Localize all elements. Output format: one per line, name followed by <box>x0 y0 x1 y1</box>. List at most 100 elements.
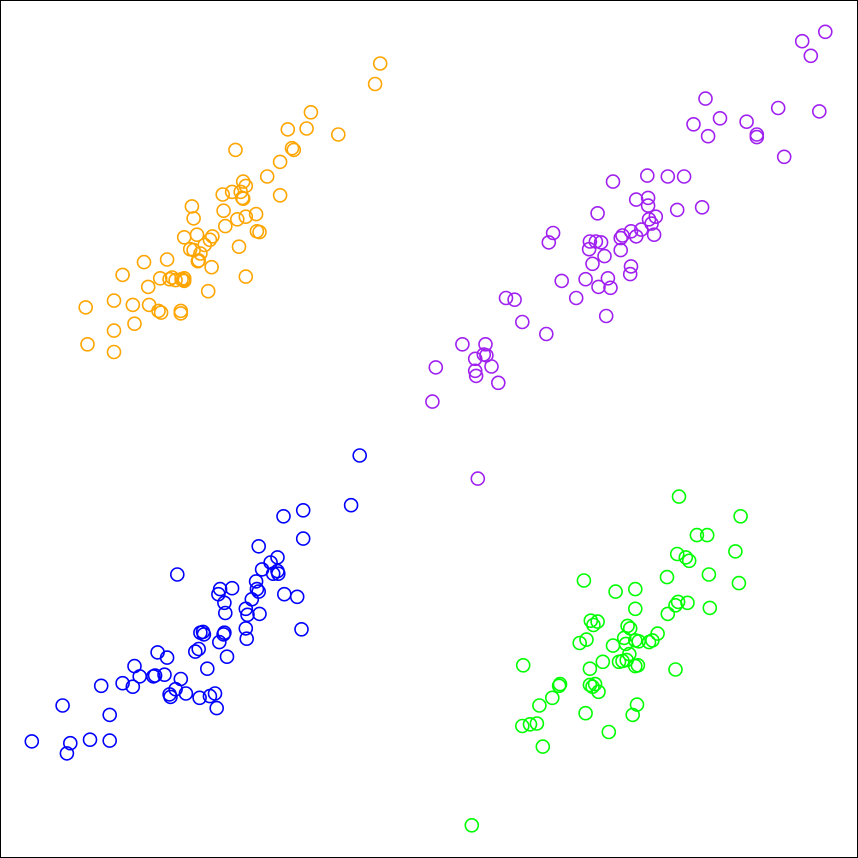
data-point <box>272 188 288 203</box>
data-point <box>660 169 676 184</box>
data-point <box>731 575 747 591</box>
data-point <box>157 667 172 683</box>
data-point <box>532 698 547 713</box>
data-point <box>289 589 305 605</box>
data-point <box>616 630 632 646</box>
data-point <box>641 634 657 650</box>
data-point <box>192 690 207 706</box>
data-point <box>240 607 255 623</box>
data-point <box>188 644 203 659</box>
data-point <box>476 347 492 362</box>
data-point <box>598 308 614 324</box>
data-point <box>270 566 286 582</box>
data-point <box>605 174 621 189</box>
data-point <box>115 675 130 691</box>
data-point <box>238 621 254 636</box>
data-point <box>115 267 130 283</box>
data-point <box>668 597 683 613</box>
data-point <box>514 718 530 734</box>
data-point <box>568 290 584 306</box>
data-point <box>670 594 686 610</box>
data-point <box>224 580 240 596</box>
data-point <box>186 211 201 226</box>
data-point <box>254 562 270 577</box>
data-point <box>205 229 220 244</box>
data-point <box>218 605 233 621</box>
data-point <box>702 600 718 616</box>
data-point <box>102 707 117 723</box>
data-point <box>59 746 75 761</box>
data-point <box>749 129 765 145</box>
data-point <box>605 638 621 653</box>
data-point <box>623 259 639 274</box>
data-point <box>286 142 302 158</box>
data-point <box>231 239 247 254</box>
data-point <box>613 242 629 258</box>
data-point <box>676 169 692 184</box>
data-point <box>80 336 95 352</box>
data-point <box>106 344 122 360</box>
series-2 <box>425 24 833 486</box>
data-point <box>686 117 701 132</box>
data-point <box>613 230 629 246</box>
data-point <box>728 544 743 559</box>
data-point <box>252 224 267 240</box>
data-point <box>152 270 168 286</box>
data-point <box>233 184 248 200</box>
data-point <box>467 363 483 379</box>
data-point <box>590 206 605 221</box>
data-point <box>238 601 254 617</box>
data-point <box>200 661 215 677</box>
data-point <box>529 716 545 731</box>
data-point <box>343 497 359 513</box>
data-point <box>698 91 713 106</box>
data-point <box>552 676 568 692</box>
data-point <box>168 272 183 288</box>
data-point <box>478 336 493 352</box>
data-point <box>671 489 687 504</box>
data-point <box>608 584 623 599</box>
data-point <box>252 606 267 622</box>
data-point <box>178 686 194 701</box>
data-point <box>215 187 230 202</box>
data-point <box>428 360 444 375</box>
data-point <box>770 100 786 116</box>
data-point <box>212 634 227 650</box>
points-layer <box>24 24 833 833</box>
data-point <box>151 303 166 319</box>
data-point <box>628 192 644 207</box>
data-point <box>622 266 638 282</box>
data-point <box>582 661 598 677</box>
data-point <box>593 235 609 250</box>
data-point <box>627 581 643 597</box>
data-point <box>490 375 506 391</box>
data-point <box>218 218 233 234</box>
data-point <box>611 654 627 670</box>
data-point <box>581 241 597 257</box>
data-point <box>623 224 639 239</box>
data-point <box>640 190 656 206</box>
data-point <box>295 502 311 518</box>
data-point <box>284 140 300 156</box>
data-point <box>811 104 827 119</box>
data-point <box>597 248 612 264</box>
data-point <box>238 209 254 224</box>
data-point <box>739 114 754 129</box>
data-point <box>190 253 206 269</box>
data-point <box>455 336 470 352</box>
data-point <box>235 191 251 206</box>
data-point <box>514 314 530 330</box>
data-point <box>627 658 643 674</box>
data-point <box>352 448 368 463</box>
data-point <box>219 649 235 665</box>
data-point <box>197 237 212 253</box>
data-point <box>535 739 551 754</box>
data-point <box>280 122 296 137</box>
data-point <box>303 105 319 120</box>
data-point <box>191 641 206 657</box>
data-point <box>694 200 710 215</box>
data-point <box>176 230 192 245</box>
data-point <box>578 271 593 287</box>
